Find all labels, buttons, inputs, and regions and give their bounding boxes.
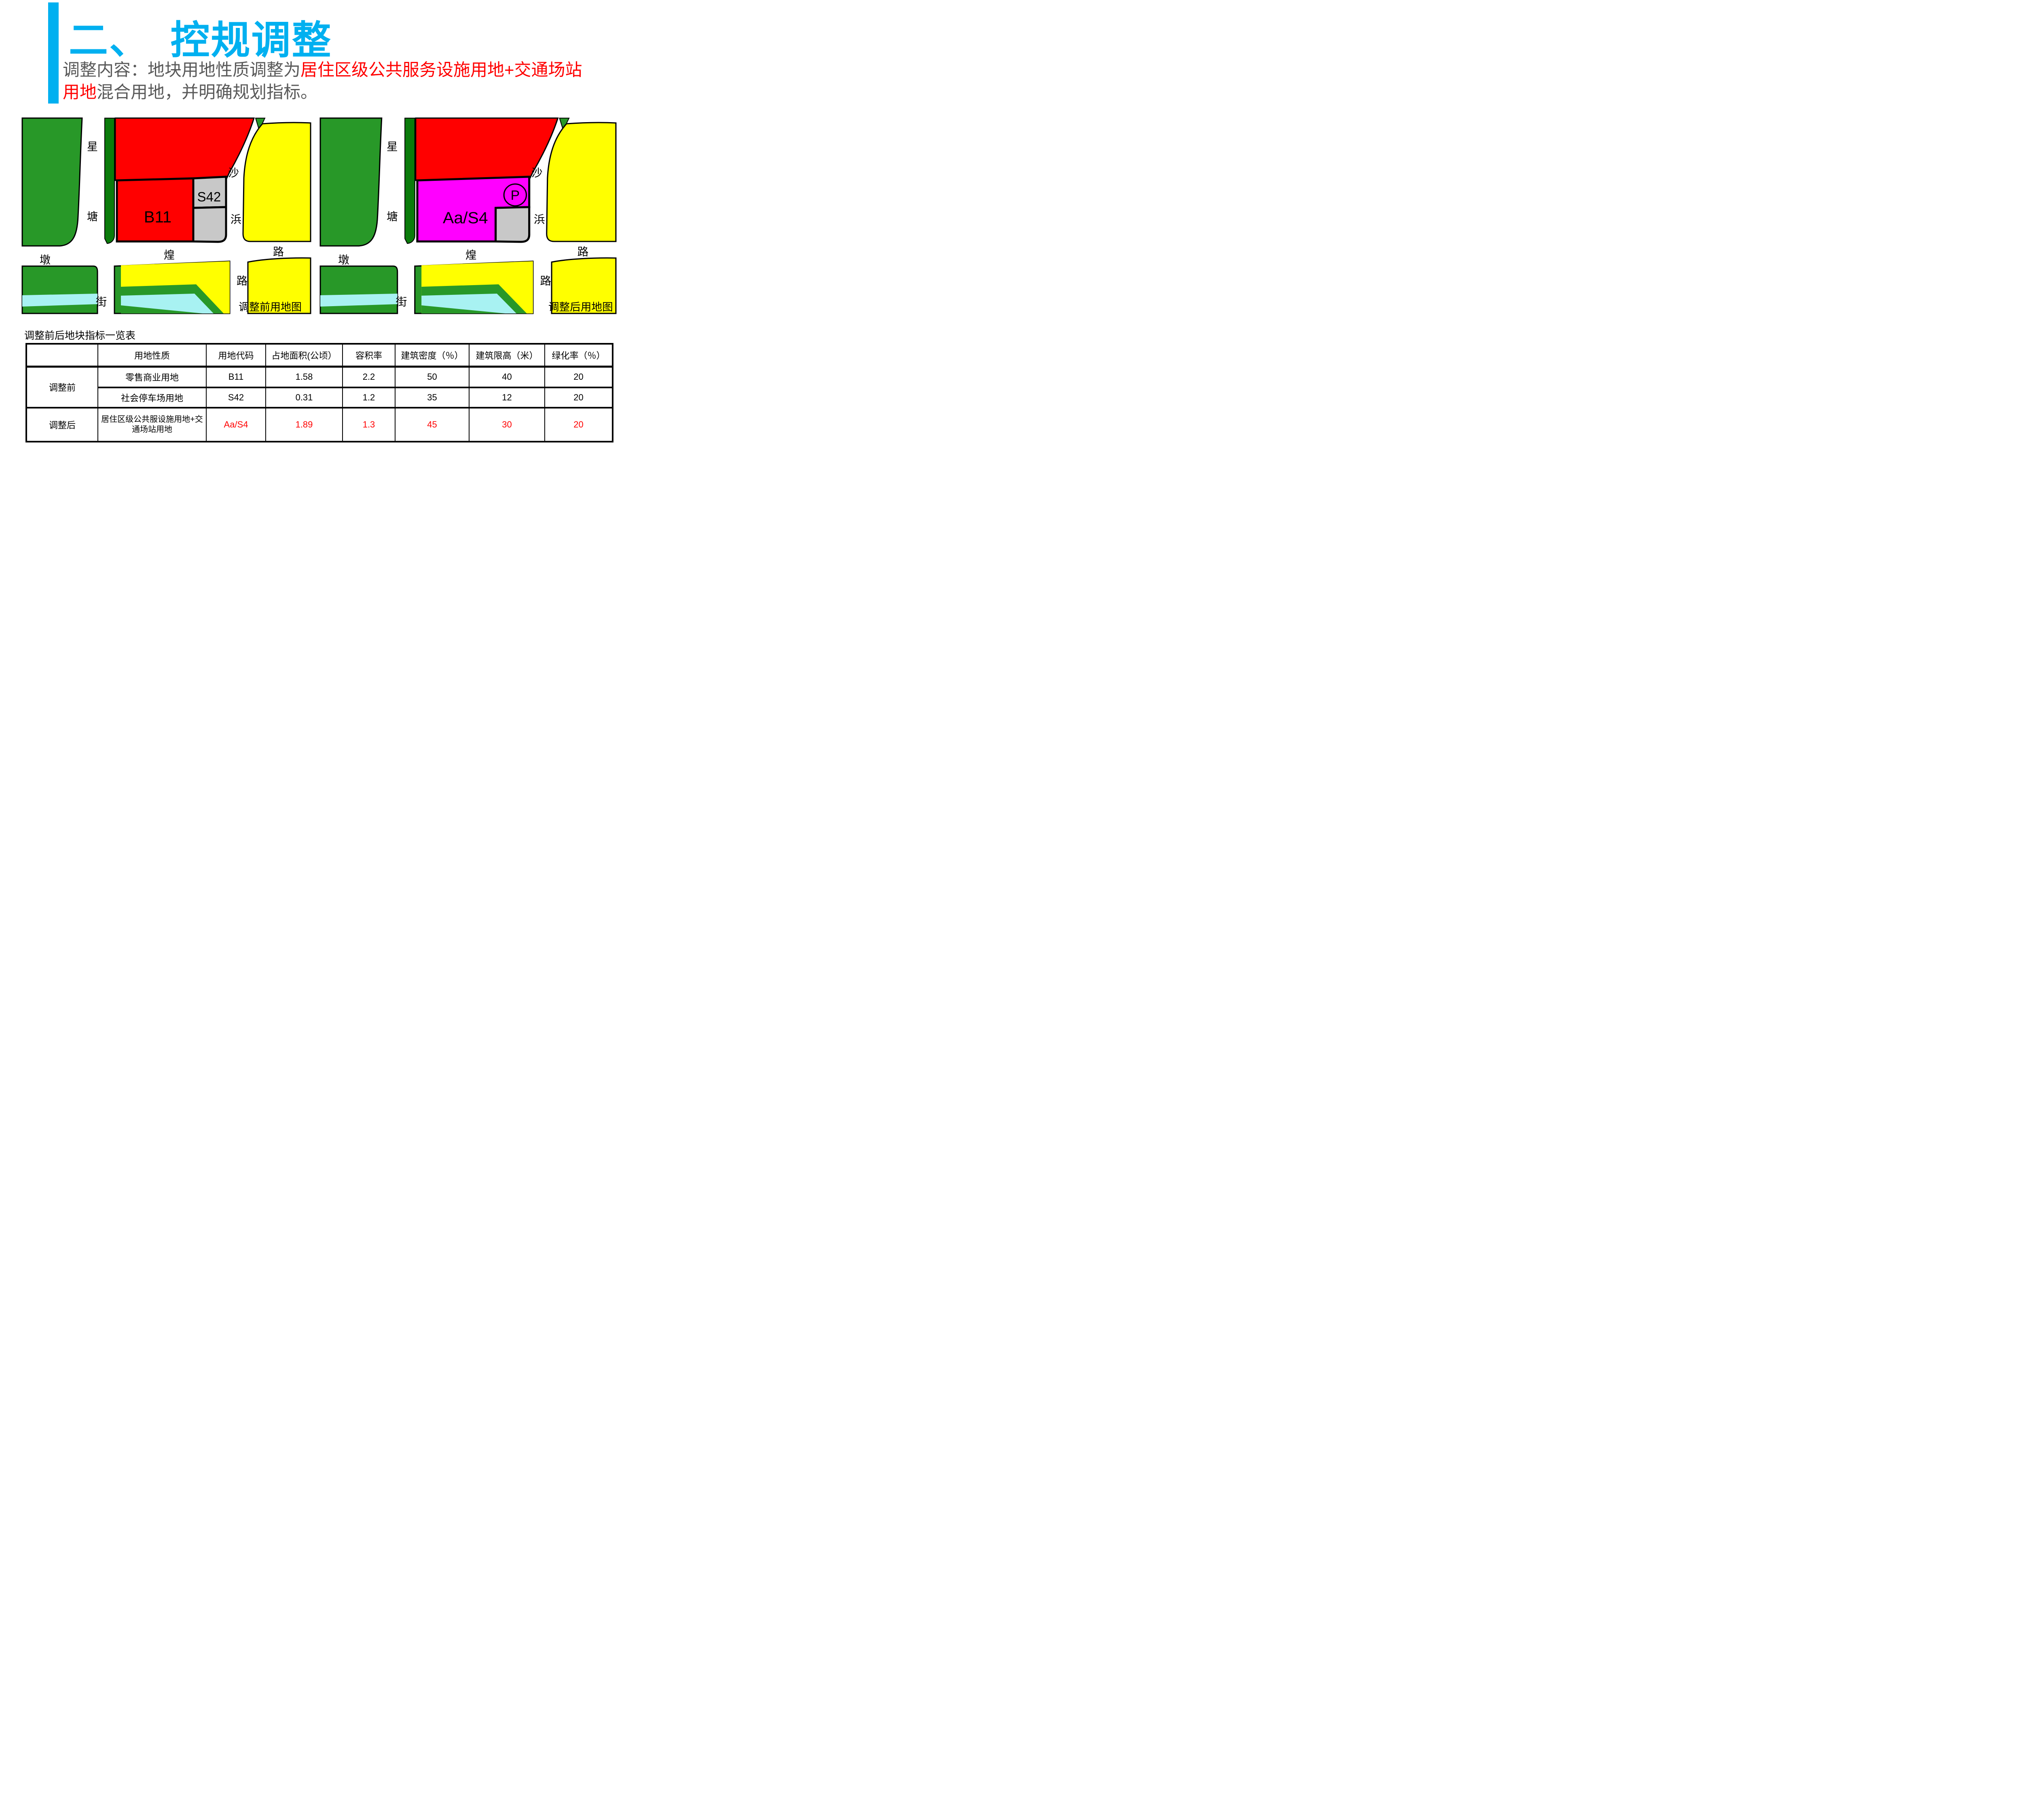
cell-nature: 居住区级公共服设施用地+交通场站用地 (97, 407, 207, 442)
parcel-label-aas4: Aa/S4 (443, 208, 488, 226)
street-label-dun: 墩 (40, 254, 51, 266)
cell-height: 40 (469, 366, 545, 388)
cell-nature: 零售商业用地 (97, 366, 207, 388)
parcel-label-s42: S42 (197, 189, 221, 204)
bottom-right-yellow (247, 257, 311, 314)
cell-code: S42 (206, 387, 266, 408)
header-density: 建筑密度（％） (395, 343, 470, 368)
parking-symbol-circle (503, 183, 527, 207)
intro-seg-4: 混合用地，并明确规划指标。 (97, 83, 318, 102)
table-row-after: 调整后 居住区级公共服设施用地+交通场站用地 Aa/S4 1.89 1.3 45… (26, 407, 613, 442)
table-row-before-2: 社会停车场用地 S42 0.31 1.2 35 12 20 (26, 387, 613, 408)
header-area: 占地面积(公顷） (265, 343, 343, 368)
table-title: 调整前后地块指标一览表 (24, 330, 136, 341)
cell-density: 50 (395, 366, 470, 388)
parcel-label-b11: B11 (144, 208, 171, 226)
table-row-before-1: 调整前 零售商业用地 B11 1.58 2.2 50 40 20 (26, 366, 613, 408)
cell-code: B11 (206, 366, 266, 388)
map-before-caption: 调整前用地图 (239, 301, 302, 313)
street-label-lu-right: 路 (577, 245, 589, 258)
green-buffer-strip (404, 118, 415, 244)
cell-area: 0.31 (265, 387, 343, 408)
table-header-row: 用地性质 用地代码 占地面积(公顷） 容积率 建筑密度（％） 建筑限高（米） 绿… (26, 343, 613, 368)
street-label-dun: 墩 (338, 254, 349, 266)
header-nature: 用地性质 (97, 343, 207, 368)
parking-gray-lower (495, 206, 531, 243)
parking-symbol-p: P (511, 188, 520, 203)
cell-green: 20 (544, 407, 613, 442)
header-code: 用地代码 (206, 343, 266, 368)
bottom-left-green (21, 265, 98, 314)
street-label-tang: 塘 (387, 210, 398, 223)
land-use-map-before: 星 塘 墩 街 沙 浜 路 煌 路 B11 S42 调整前用地图 (21, 117, 311, 314)
bottom-left-green (319, 265, 398, 314)
commercial-red-block (114, 117, 255, 181)
cell-density: 45 (395, 407, 470, 442)
commercial-red-block (415, 117, 559, 181)
land-use-map-after: 星 塘 墩 街 沙 浜 路 煌 路 Aa/S4 P 调整后用地图 (319, 117, 617, 314)
intro-paragraph: 调整内容：地块用地性质调整为居住区级公共服务设施用地+交通场站 用地混合用地，并… (63, 59, 625, 104)
park-green-area (21, 117, 83, 247)
title-accent-bar (48, 2, 59, 104)
street-label-bang: 浜 (231, 214, 241, 226)
cell-area: 1.58 (265, 366, 343, 388)
green-buffer-strip (104, 118, 115, 244)
cell-height: 30 (469, 407, 545, 442)
header-green: 绿化率（％） (544, 343, 613, 368)
canal-cyan-middle (121, 294, 214, 313)
group-label-before: 调整前 (26, 366, 98, 408)
park-green-area (319, 117, 383, 247)
street-label-jie: 街 (396, 296, 407, 308)
intro-line-2: 用地混合用地，并明确规划指标。 (63, 81, 625, 103)
header-far: 容积率 (342, 343, 396, 368)
header-height: 建筑限高（米） (469, 343, 545, 368)
canal-cyan-left (320, 294, 398, 307)
parking-gray-lower (192, 206, 227, 243)
cell-code: Aa/S4 (206, 407, 266, 442)
page-title: 二、 控规调整 (69, 18, 332, 62)
cell-far: 2.2 (342, 366, 396, 388)
intro-seg-3: 用地 (63, 83, 97, 102)
street-label-huang: 煌 (164, 249, 175, 261)
bottom-right-yellow (551, 257, 617, 314)
street-label-sha: 沙 (228, 167, 239, 179)
header-blank-cell (26, 343, 98, 368)
intro-line-1: 调整内容：地块用地性质调整为居住区级公共服务设施用地+交通场站 (63, 59, 625, 81)
residential-yellow-upper (546, 122, 617, 242)
group-label-after: 调整后 (26, 407, 98, 442)
intro-seg-1: 调整内容：地块用地性质调整为 (63, 60, 301, 79)
cell-area: 1.89 (265, 407, 343, 442)
street-label-bang: 浜 (534, 213, 545, 226)
canal-cyan-left (22, 294, 97, 307)
residential-yellow-upper (242, 122, 311, 242)
street-label-lu-right: 路 (273, 246, 284, 258)
indicators-table: 用地性质 用地代码 占地面积(公顷） 容积率 建筑密度（％） 建筑限高（米） 绿… (25, 343, 613, 442)
cell-far: 1.3 (342, 407, 396, 442)
street-label-tang: 塘 (87, 211, 98, 223)
cell-density: 35 (395, 387, 470, 408)
street-label-xing: 星 (87, 141, 98, 153)
cell-green: 20 (544, 387, 613, 408)
cell-far: 1.2 (342, 387, 396, 408)
canal-cyan-middle (421, 294, 516, 313)
cell-height: 12 (469, 387, 545, 408)
street-label-xing: 星 (387, 140, 398, 153)
street-label-lu-bottom: 路 (540, 275, 551, 287)
cell-green: 20 (544, 366, 613, 388)
street-label-jie: 街 (96, 296, 107, 308)
street-label-lu-bottom: 路 (237, 275, 247, 287)
cell-nature: 社会停车场用地 (97, 387, 207, 408)
street-label-huang: 煌 (465, 249, 477, 261)
intro-seg-2: 居住区级公共服务设施用地+交通场站 (300, 60, 582, 79)
street-label-sha: 沙 (531, 167, 543, 179)
map-after-caption: 调整后用地图 (548, 301, 613, 313)
slide: 二、 控规调整 调整内容：地块用地性质调整为居住区级公共服务设施用地+交通场站 … (0, 0, 625, 469)
